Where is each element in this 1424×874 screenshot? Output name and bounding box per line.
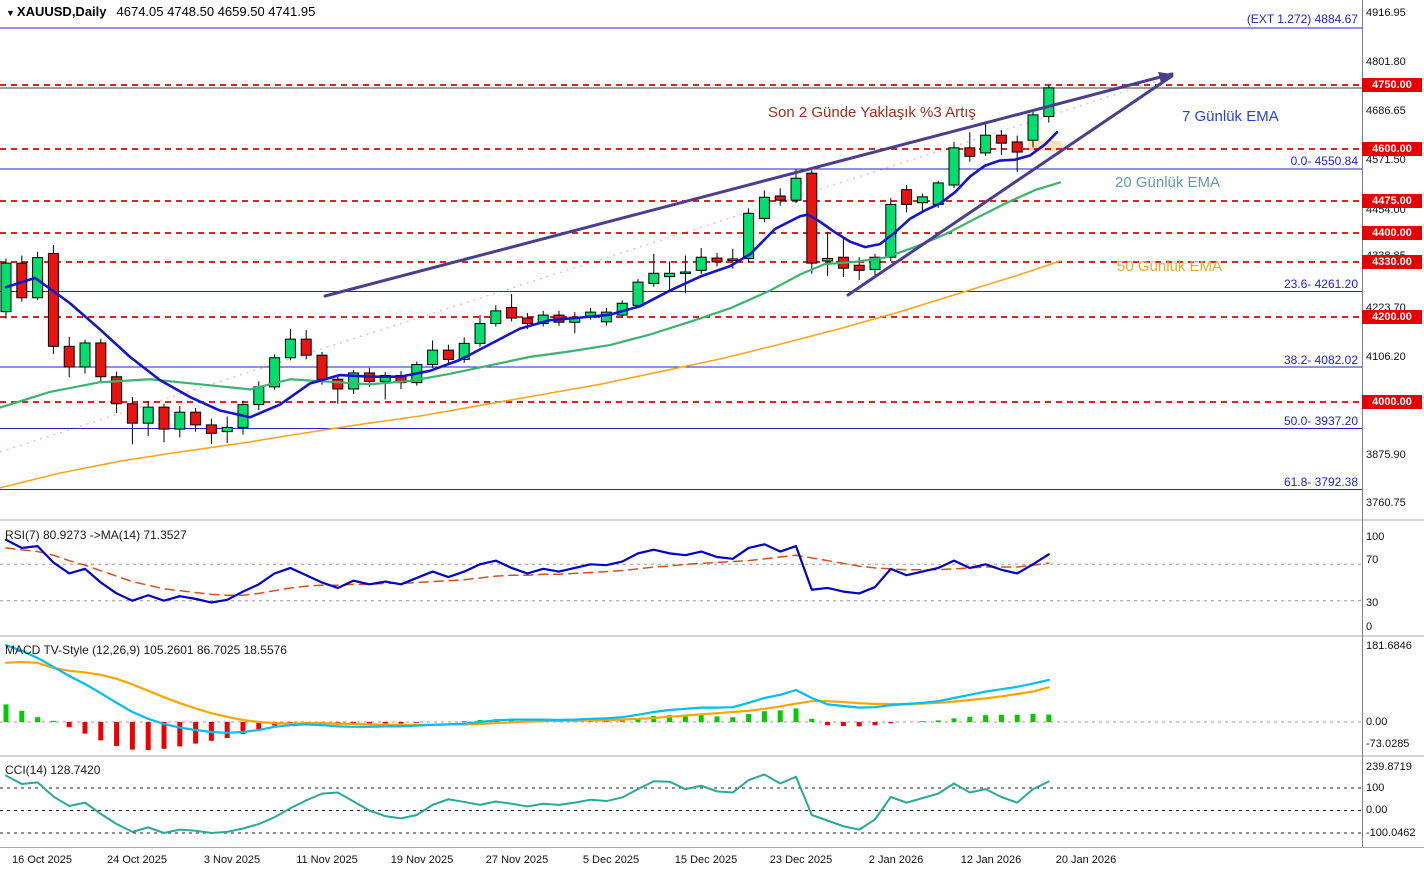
indicator-axis-tick: 239.8719 [1366, 761, 1412, 773]
ohlc-values: 4674.05 4748.50 4659.50 4741.95 [116, 4, 316, 19]
symbol-name: XAUUSD,Daily [16, 4, 107, 19]
date-axis-label: 27 Nov 2025 [485, 854, 549, 866]
price-axis-tick: 3875.90 [1366, 449, 1406, 461]
indicator-axis-tick: -100.0462 [1366, 827, 1416, 839]
date-axis-label: 12 Jan 2026 [960, 854, 1022, 866]
rsi-indicator-label: RSI(7) 80.9273 ->MA(14) 71.3527 [5, 528, 187, 542]
annotation-ema20: 20 Günlük EMA [1115, 174, 1221, 191]
cci-indicator-label: CCI(14) 128.7420 [5, 763, 101, 777]
date-axis-label: 24 Oct 2025 [107, 854, 167, 866]
price-level-badge: 4475.00 [1362, 194, 1422, 208]
price-level-badge: 4750.00 [1362, 78, 1422, 92]
date-axis-label: 15 Dec 2025 [674, 854, 738, 866]
price-level-badge: 4330.00 [1362, 255, 1422, 269]
indicator-axis-tick: 0.00 [1366, 716, 1388, 728]
date-axis-label: 19 Nov 2025 [390, 854, 454, 866]
symbol-dropdown-caret-icon[interactable]: ▼ XAUUSD,Daily [6, 4, 107, 19]
price-axis-tick: 4801.80 [1366, 56, 1406, 68]
fib-500-label: 50.0- 3937.20 [1283, 414, 1358, 428]
fib-618-label: 61.8- 3792.38 [1283, 475, 1358, 489]
annotation-ema7: 7 Günlük EMA [1182, 108, 1279, 125]
date-axis-label: 23 Dec 2025 [769, 854, 833, 866]
chart-title-bar: ▼ XAUUSD,Daily 4674.05 4748.50 4659.50 47… [6, 4, 315, 19]
price-axis-tick: 4686.65 [1366, 105, 1406, 117]
date-axis-label: 5 Dec 2025 [582, 854, 640, 866]
price-level-badge: 4400.00 [1362, 226, 1422, 240]
fib-236-label: 23.6- 4261.20 [1283, 277, 1358, 291]
fib-0-label: 0.0- 4550.84 [1290, 154, 1358, 168]
fib-ext-label: (EXT 1.272) 4884.67 [1246, 12, 1358, 26]
price-axis-tick: 3760.75 [1366, 497, 1406, 509]
price-level-badge: 4000.00 [1362, 395, 1422, 409]
price-axis-tick: 4916.95 [1366, 7, 1406, 19]
indicator-axis-tick: 100 [1366, 531, 1385, 543]
indicator-axis-tick: 0.00 [1366, 804, 1388, 816]
indicator-axis-tick: 70 [1366, 554, 1379, 566]
indicator-axis-tick: 100 [1366, 782, 1385, 794]
indicator-axis-tick: 181.6846 [1366, 640, 1412, 652]
indicator-axis-tick: 30 [1366, 597, 1379, 609]
price-axis-tick: 4571.50 [1366, 154, 1406, 166]
price-level-badge: 4200.00 [1362, 310, 1422, 324]
date-axis-label: 2 Jan 2026 [868, 854, 924, 866]
annotation-3pct-rise: Son 2 Günde Yaklaşık %3 Artış [768, 104, 976, 121]
indicator-axis-tick: 0 [1366, 621, 1373, 633]
date-axis-label: 11 Nov 2025 [296, 854, 358, 866]
indicator-axis-tick: -73.0285 [1366, 738, 1410, 750]
date-axis-label: 20 Jan 2026 [1055, 854, 1117, 866]
price-axis-tick: 4106.20 [1366, 351, 1406, 363]
date-axis-label: 3 Nov 2025 [203, 854, 261, 866]
date-axis-label: 16 Oct 2025 [12, 854, 72, 866]
macd-indicator-label: MACD TV-Style (12,26,9) 105.2601 86.7025… [5, 643, 287, 657]
annotation-ema50: 50 Günlük EMA [1117, 258, 1223, 275]
price-level-badge: 4600.00 [1362, 142, 1422, 156]
fib-382-label: 38.2- 4082.02 [1283, 353, 1358, 367]
